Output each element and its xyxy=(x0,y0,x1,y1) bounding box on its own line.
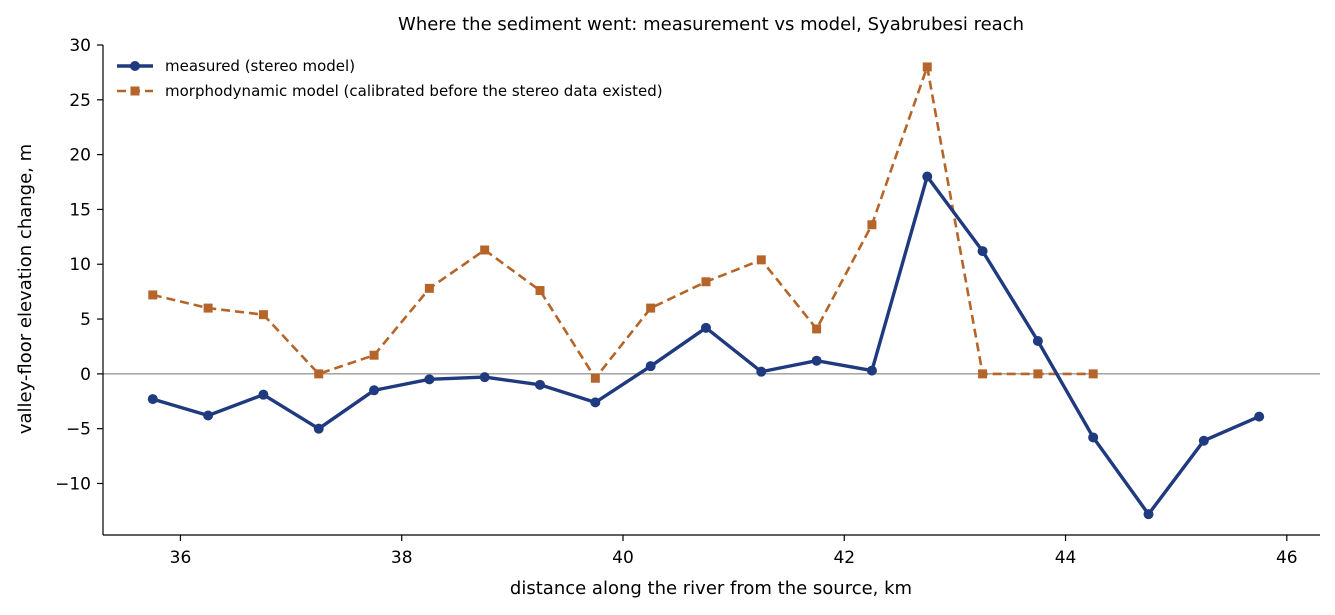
measured-point xyxy=(922,171,933,182)
y-tick-label: 15 xyxy=(69,200,91,220)
y-tick-label: 10 xyxy=(69,255,91,275)
y-tick-label: −10 xyxy=(55,474,91,494)
measured-point xyxy=(535,379,546,390)
x-tick-label: 36 xyxy=(170,548,192,568)
model-point xyxy=(535,286,545,296)
model-point xyxy=(646,303,656,313)
measured-point xyxy=(1143,509,1154,520)
series-line-model xyxy=(152,65,1094,380)
model-point xyxy=(314,369,324,379)
model-point xyxy=(978,369,988,379)
measured-point xyxy=(313,423,324,434)
axes: −10 −5 0 5 10 15 20 25 30 36 38 40 42 44 46 xyxy=(55,36,1320,568)
series-line-measured xyxy=(152,174,1260,516)
y-tick-label: 5 xyxy=(80,310,91,330)
legend-label: measured (stereo model) xyxy=(165,57,355,75)
model-point xyxy=(148,290,158,300)
measured-point xyxy=(645,361,656,372)
chart-title: Where the sediment went: measurement vs … xyxy=(398,14,1024,35)
y-tick-label: −5 xyxy=(66,420,91,440)
legend-swatch-marker xyxy=(130,86,140,96)
model-point xyxy=(922,62,932,72)
model-point xyxy=(480,245,490,255)
measured-point xyxy=(1088,432,1099,443)
model-point xyxy=(369,350,379,360)
legend-label: morphodynamic model (calibrated before t… xyxy=(165,82,663,100)
measured-point xyxy=(369,385,380,396)
model-point xyxy=(590,373,600,383)
model-point xyxy=(756,255,766,265)
measured-point xyxy=(811,355,822,366)
series-layer xyxy=(147,62,1265,520)
x-tick-label: 44 xyxy=(1055,548,1077,568)
model-point xyxy=(867,220,877,230)
model-point xyxy=(812,324,822,334)
measured-point xyxy=(1254,411,1265,422)
measured-point xyxy=(1198,435,1209,446)
measured-point xyxy=(203,410,214,421)
measured-point xyxy=(1032,335,1043,346)
y-tick-label: 25 xyxy=(69,91,91,111)
measured-point xyxy=(700,322,711,333)
measured-point xyxy=(424,374,435,385)
measured-point xyxy=(590,397,601,408)
measured-point xyxy=(756,366,767,377)
measured-point xyxy=(258,389,269,400)
model-point xyxy=(258,310,268,320)
model-point xyxy=(1088,369,1098,379)
y-tick-label: 30 xyxy=(69,36,91,56)
x-tick-label: 42 xyxy=(833,548,855,568)
y-tick-label: 20 xyxy=(69,146,91,166)
model-point xyxy=(701,277,711,287)
model-point xyxy=(424,283,434,293)
measured-point xyxy=(977,246,988,257)
measured-point xyxy=(866,365,877,376)
legend-swatch-marker xyxy=(130,61,140,71)
measured-point xyxy=(479,372,490,383)
measured-point xyxy=(147,394,158,405)
legend: measured (stereo model) morphodynamic mod… xyxy=(117,57,663,100)
model-point xyxy=(1033,369,1043,379)
x-tick-label: 40 xyxy=(612,548,634,568)
x-axis-label: distance along the river from the source… xyxy=(510,578,912,599)
y-axis-label: valley-floor elevation change, m xyxy=(15,144,36,434)
y-tick-label: 0 xyxy=(80,365,91,385)
model-point xyxy=(203,303,213,313)
x-tick-label: 38 xyxy=(391,548,413,568)
x-tick-label: 46 xyxy=(1276,548,1298,568)
